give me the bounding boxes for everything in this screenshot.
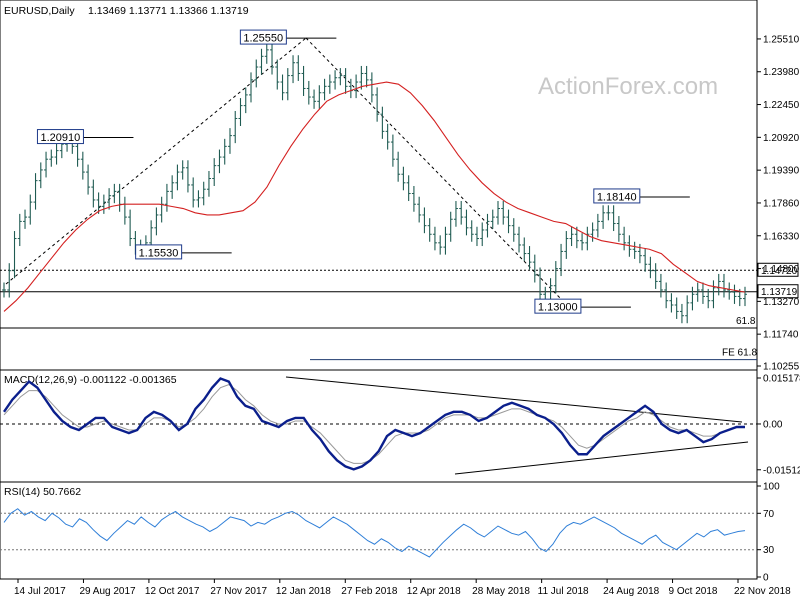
- macd-panel: [0, 369, 758, 483]
- price-panel: [0, 0, 758, 371]
- annotation-label: 1.13000: [538, 302, 578, 314]
- price-tick-label: 1.13270: [763, 297, 800, 308]
- price-tick-label: 1.19390: [763, 166, 800, 177]
- date-tick-label: 12 Jan 2018: [276, 586, 331, 597]
- date-tick-label: 22 Nov 2018: [734, 586, 791, 597]
- annotation-label: 1.18140: [597, 191, 637, 203]
- level-price-label: 1.13719: [761, 287, 798, 298]
- rsi-tick-label: 30: [763, 545, 775, 556]
- annotation-box: [593, 188, 641, 204]
- macd-main-line: [3, 377, 745, 471]
- date-tick-label: 12 Apr 2018: [407, 586, 461, 597]
- price-tick-label: 1.10255: [763, 362, 800, 373]
- rsi-panel: [0, 481, 758, 580]
- price-tick-label: 1.25510: [763, 34, 800, 45]
- price-tick-label: 1.16330: [763, 231, 800, 242]
- level-text-label: FE 61.8: [722, 348, 757, 359]
- price-tick-label: 1.22450: [763, 100, 800, 111]
- date-tick-label: 27 Nov 2017: [210, 586, 267, 597]
- rsi-title: RSI(14) 50.7662: [4, 486, 81, 498]
- chart-ohlc: 1.13469 1.13771 1.13366 1.13719: [88, 5, 249, 17]
- level-price-box: [757, 262, 799, 277]
- level-price-box: [757, 284, 799, 299]
- date-tick-label: 29 Aug 2017: [79, 586, 136, 597]
- date-tick-label: 11 Jul 2018: [538, 586, 589, 597]
- macd-trendline-upper: [285, 376, 743, 423]
- level-text-label: 61.8: [736, 316, 756, 327]
- date-tick-label: 28 May 2018: [472, 586, 530, 597]
- annotation-box: [36, 129, 84, 145]
- macd-tick-label: 0.00: [763, 419, 783, 430]
- date-tick-label: 14 Jul 2017: [14, 586, 66, 597]
- date-tick-label: 9 Oct 2018: [669, 586, 718, 597]
- price-tick-label: 1.20920: [763, 133, 800, 144]
- price-tick-label: 1.17860: [763, 198, 800, 209]
- date-tick-label: 12 Oct 2017: [145, 586, 200, 597]
- annotation-box: [534, 298, 582, 314]
- macd-tick-label: 0.015178: [763, 374, 800, 385]
- macd-tick-label: -0.015126: [763, 465, 800, 476]
- macd-title: MACD(12,26,9) -0.001122 -0.001365: [4, 374, 177, 386]
- price-tick-label: 1.11740: [763, 330, 799, 341]
- moving-average-line: [3, 81, 746, 312]
- price-tick-label: 1.14800: [763, 264, 800, 275]
- date-tick-label: 24 Aug 2018: [603, 586, 660, 597]
- macd-trendline-lower: [454, 441, 749, 475]
- annotation-label: 1.25550: [243, 33, 283, 45]
- watermark: ActionForex.com: [538, 73, 718, 100]
- annotation-label: 1.15530: [139, 247, 179, 259]
- annotation-box: [239, 29, 287, 45]
- chart-symbol: EURUSD,Daily: [4, 5, 75, 17]
- rsi-line: [3, 508, 746, 558]
- fib-projection-line-1: [5, 37, 307, 285]
- level-price-label: 1.14720: [761, 266, 798, 277]
- fib-projection-line-2: [305, 37, 563, 301]
- rsi-tick-label: 0: [763, 573, 769, 584]
- price-tick-label: 1.23980: [763, 67, 800, 78]
- date-tick-label: 27 Feb 2018: [341, 586, 398, 597]
- annotation-box: [135, 244, 183, 260]
- rsi-tick-label: 100: [763, 482, 780, 493]
- rsi-tick-label: 70: [763, 509, 775, 520]
- annotation-label: 1.20910: [40, 132, 80, 144]
